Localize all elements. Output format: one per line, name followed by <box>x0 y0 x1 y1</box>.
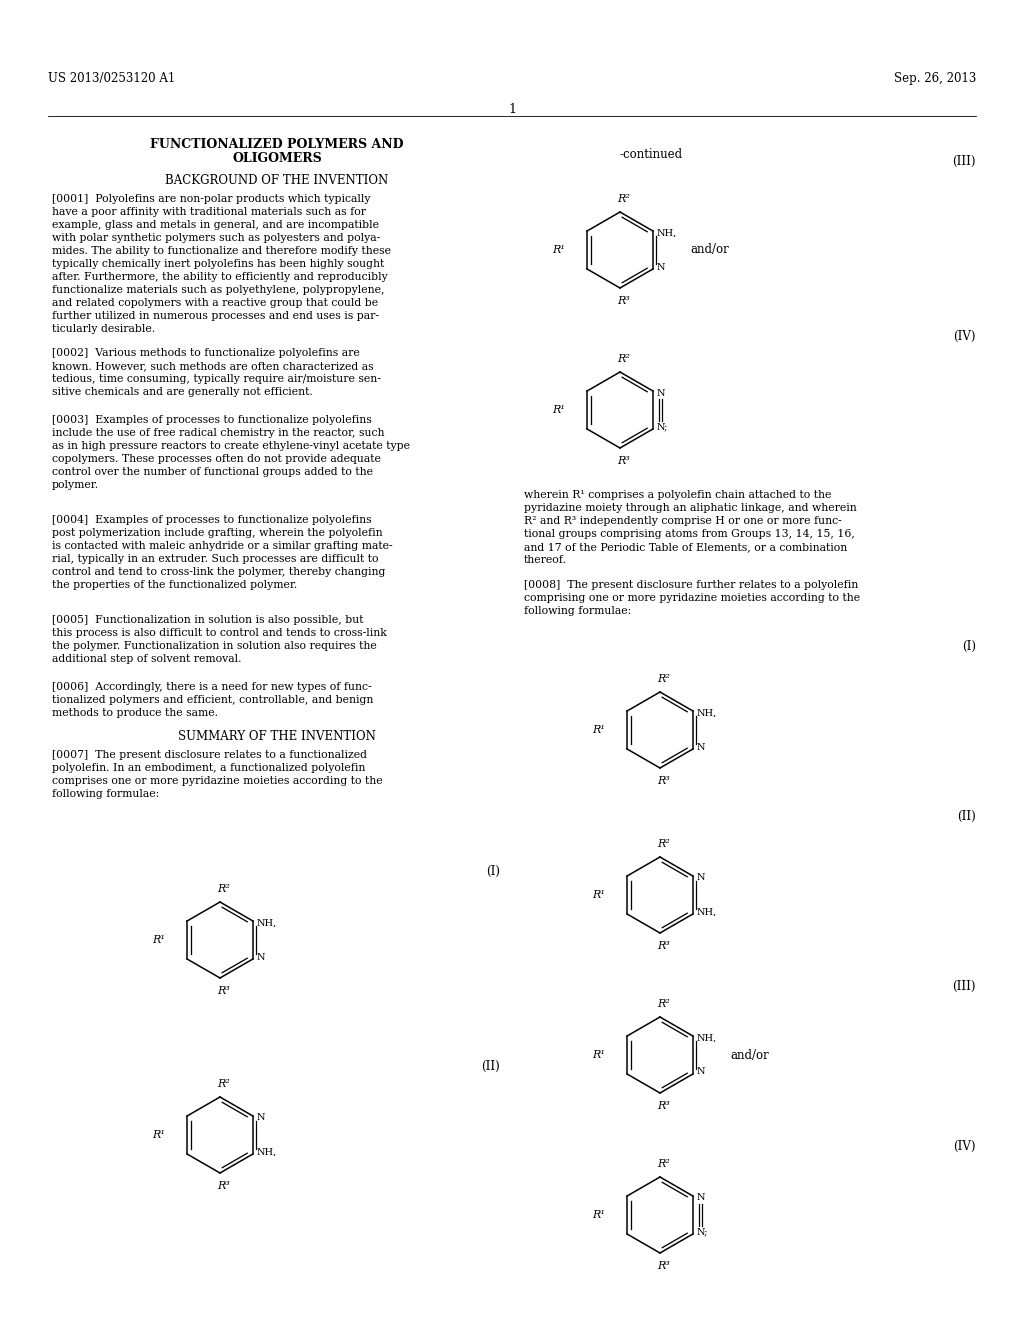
Text: Sep. 26, 2013: Sep. 26, 2013 <box>894 73 976 84</box>
Text: (II): (II) <box>957 810 976 822</box>
Text: R²: R² <box>617 354 631 364</box>
Text: R³: R³ <box>617 296 631 306</box>
Text: R¹: R¹ <box>552 405 565 414</box>
Text: N: N <box>697 1193 706 1203</box>
Text: N;: N; <box>697 1228 709 1237</box>
Text: 1: 1 <box>508 103 516 116</box>
Text: R¹: R¹ <box>592 890 605 900</box>
Text: [0005]  Functionalization in solution is also possible, but
this process is also: [0005] Functionalization in solution is … <box>52 615 387 664</box>
Text: R³: R³ <box>657 1101 671 1111</box>
Text: N;: N; <box>657 422 669 432</box>
Text: N: N <box>257 1114 265 1122</box>
Text: [0006]  Accordingly, there is a need for new types of func-
tionalized polymers : [0006] Accordingly, there is a need for … <box>52 682 374 718</box>
Text: (IV): (IV) <box>953 330 976 343</box>
Text: NH,: NH, <box>697 1034 717 1043</box>
Text: R²: R² <box>657 840 671 849</box>
Text: R³: R³ <box>657 941 671 950</box>
Text: BACKGROUND OF THE INVENTION: BACKGROUND OF THE INVENTION <box>165 174 389 187</box>
Text: OLIGOMERS: OLIGOMERS <box>232 152 322 165</box>
Text: wherein R¹ comprises a polyolefin chain attached to the
pyridazine moiety throug: wherein R¹ comprises a polyolefin chain … <box>524 490 857 565</box>
Text: [0003]  Examples of processes to functionalize polyolefins
include the use of fr: [0003] Examples of processes to function… <box>52 414 410 490</box>
Text: (I): (I) <box>962 640 976 653</box>
Text: R²: R² <box>657 675 671 684</box>
Text: R³: R³ <box>617 455 631 466</box>
Text: R¹: R¹ <box>153 935 165 945</box>
Text: [0002]  Various methods to functionalize polyolefins are
known. However, such me: [0002] Various methods to functionalize … <box>52 348 381 397</box>
Text: R¹: R¹ <box>592 725 605 735</box>
Text: (I): (I) <box>486 865 500 878</box>
Text: R¹: R¹ <box>552 246 565 255</box>
Text: [0007]  The present disclosure relates to a functionalized
polyolefin. In an emb: [0007] The present disclosure relates to… <box>52 750 383 799</box>
Text: (III): (III) <box>952 979 976 993</box>
Text: US 2013/0253120 A1: US 2013/0253120 A1 <box>48 73 175 84</box>
Text: R²: R² <box>217 884 230 894</box>
Text: N: N <box>697 874 706 883</box>
Text: N: N <box>697 742 706 751</box>
Text: N: N <box>257 953 265 961</box>
Text: NH,: NH, <box>657 228 677 238</box>
Text: R¹: R¹ <box>153 1130 165 1140</box>
Text: N: N <box>657 388 666 397</box>
Text: R¹: R¹ <box>592 1210 605 1220</box>
Text: FUNCTIONALIZED POLYMERS AND: FUNCTIONALIZED POLYMERS AND <box>151 139 403 150</box>
Text: (III): (III) <box>952 154 976 168</box>
Text: R²: R² <box>617 194 631 205</box>
Text: R³: R³ <box>217 986 230 997</box>
Text: [0008]  The present disclosure further relates to a polyolefin
comprising one or: [0008] The present disclosure further re… <box>524 579 860 616</box>
Text: R²: R² <box>217 1078 230 1089</box>
Text: SUMMARY OF THE INVENTION: SUMMARY OF THE INVENTION <box>178 730 376 743</box>
Text: NH,: NH, <box>697 908 717 916</box>
Text: and/or: and/or <box>730 1048 769 1061</box>
Text: R³: R³ <box>217 1181 230 1191</box>
Text: and/or: and/or <box>690 243 729 256</box>
Text: NH,: NH, <box>697 709 717 718</box>
Text: R²: R² <box>657 999 671 1008</box>
Text: -continued: -continued <box>618 148 682 161</box>
Text: [0004]  Examples of processes to functionalize polyolefins
post polymerization i: [0004] Examples of processes to function… <box>52 515 392 590</box>
Text: N: N <box>697 1068 706 1077</box>
Text: [0001]  Polyolefins are non-polar products which typically
have a poor affinity : [0001] Polyolefins are non-polar product… <box>52 194 391 334</box>
Text: NH,: NH, <box>257 1147 278 1156</box>
Text: R³: R³ <box>657 1261 671 1271</box>
Text: R³: R³ <box>657 776 671 785</box>
Text: R²: R² <box>657 1159 671 1170</box>
Text: N: N <box>657 263 666 272</box>
Text: NH,: NH, <box>257 919 278 928</box>
Text: (II): (II) <box>481 1060 500 1073</box>
Text: R¹: R¹ <box>592 1049 605 1060</box>
Text: (IV): (IV) <box>953 1140 976 1152</box>
